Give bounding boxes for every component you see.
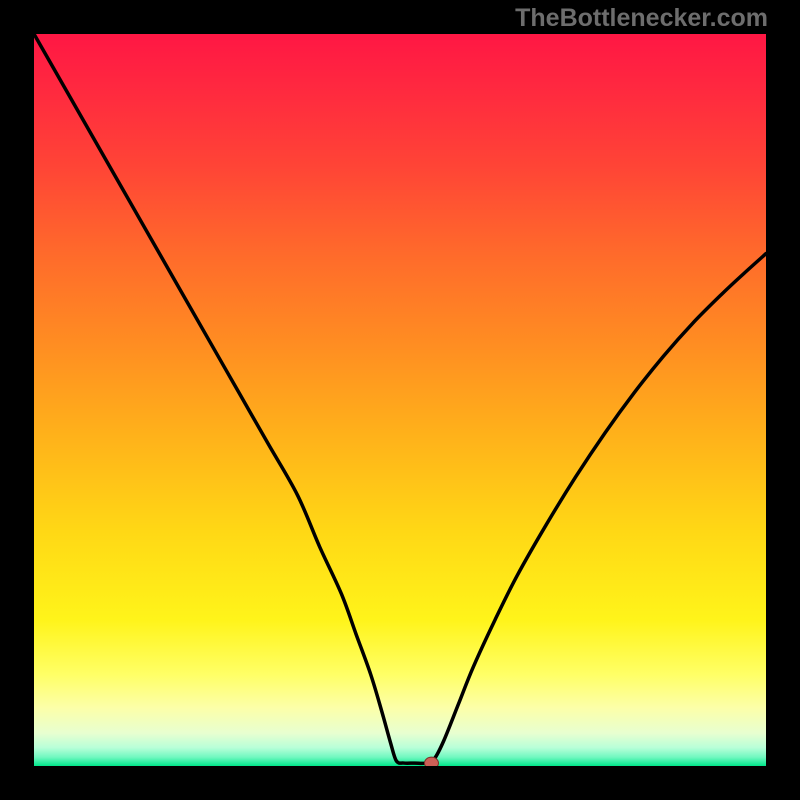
plot-area xyxy=(34,34,766,766)
optimal-point-marker xyxy=(424,757,438,766)
watermark-text: TheBottlenecker.com xyxy=(515,4,768,33)
chart-canvas: TheBottlenecker.com xyxy=(0,0,800,800)
gradient-background xyxy=(34,34,766,766)
